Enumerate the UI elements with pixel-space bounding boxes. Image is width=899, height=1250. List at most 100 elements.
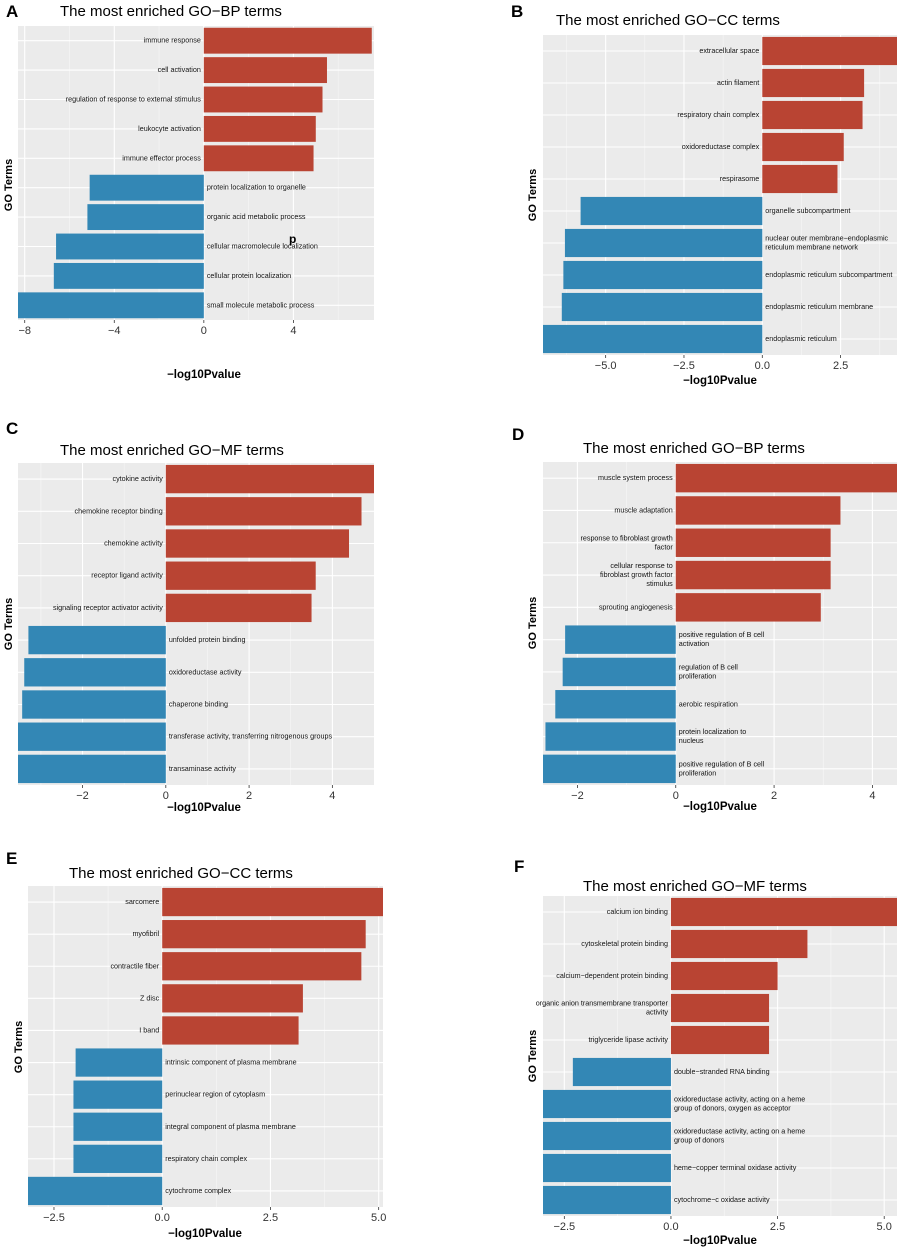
bar-negative	[543, 1089, 671, 1119]
x-axis-title: −log10Pvalue	[683, 375, 757, 387]
bar-negative	[53, 262, 204, 289]
x-tick-label: 5.0	[877, 1221, 892, 1233]
bar-positive	[162, 952, 362, 981]
bar-negative	[18, 754, 166, 784]
bar-positive	[762, 132, 844, 162]
x-tick-label: −2.5	[673, 360, 695, 372]
x-tick-label: −2	[76, 790, 89, 802]
bar-label: muscle adaptation	[614, 505, 672, 514]
bar-positive	[670, 929, 808, 959]
bar-negative	[24, 658, 166, 687]
stray-glyph: p	[289, 232, 296, 246]
bar-label: cytokine activity	[112, 474, 163, 483]
bar-label: immune response	[144, 36, 201, 45]
chart-title: The most enriched GO−MF terms	[60, 442, 284, 459]
bar-label: myofibril	[132, 929, 159, 938]
bar-label: double−stranded RNA binding	[674, 1067, 770, 1076]
x-tick-label: 4	[329, 790, 335, 802]
bar-negative	[543, 1153, 671, 1183]
bar-positive	[762, 68, 865, 98]
bar-label: muscle system process	[598, 473, 673, 482]
x-tick-label: 0.0	[663, 1221, 678, 1233]
bar-label: response to fibroblast growth factor	[580, 533, 673, 551]
bar-negative	[73, 1144, 163, 1173]
bar-negative	[561, 292, 763, 322]
bar-label: oxidoreductase activity, acting on a hem…	[674, 1126, 805, 1144]
bar-label: regulation of response to external stimu…	[66, 94, 201, 103]
bar-negative	[18, 292, 204, 319]
bar-negative	[543, 1185, 671, 1215]
panel-label: A	[6, 2, 18, 21]
bar-positive	[162, 1016, 299, 1045]
bar-label: organic acid metabolic process	[207, 212, 306, 221]
bar-label: cytochrome−c oxidase activity	[674, 1195, 770, 1204]
y-axis-title: GO Terms	[527, 169, 539, 221]
bar-label: leukocyte activation	[138, 124, 201, 133]
bar-negative	[543, 1121, 671, 1151]
y-axis-title: GO Terms	[13, 1021, 25, 1073]
bar-label: positive regulation of B cell activation	[679, 630, 765, 648]
panel-label: E	[6, 849, 17, 868]
bar-label: triglyceride lipase activity	[588, 1035, 668, 1044]
bar-label: unfolded protein binding	[169, 635, 246, 644]
x-tick-label: 4	[869, 790, 875, 802]
bar-label: sarcomere	[125, 897, 159, 906]
panel-c: C The most enriched GO−MF terms cytokine a…	[3, 419, 374, 814]
bar-positive	[670, 897, 897, 927]
y-axis-title: GO Terms	[527, 1030, 539, 1082]
panel-d: D The most enriched GO−BP terms muscle sys…	[512, 425, 897, 813]
bar-label: Z disc	[140, 993, 160, 1002]
bar-label: organic anion transmembrane transporter a…	[536, 998, 669, 1016]
bar-label: oxidoreductase activity, acting on a hem…	[674, 1094, 805, 1112]
chart-title: The most enriched GO−CC terms	[69, 865, 293, 882]
x-tick-label: 5.0	[371, 1212, 386, 1224]
bar-positive	[162, 984, 303, 1013]
bar-label: cellular protein localization	[207, 271, 291, 280]
bar-label: protein localization to nucleus	[679, 727, 747, 745]
bar-negative	[73, 1080, 163, 1109]
x-tick-label: 0	[673, 790, 679, 802]
panel-label: B	[511, 2, 523, 21]
bar-label: cellular response to fibroblast growth fa…	[600, 561, 673, 588]
bar-positive	[762, 100, 863, 130]
bar-positive	[675, 560, 831, 590]
bar-label: chaperone binding	[169, 699, 228, 708]
bar-label: respiratory chain complex	[677, 110, 759, 119]
bar-positive	[162, 920, 366, 949]
bar-label: aerobic respiration	[679, 699, 738, 708]
x-axis-title: −log10Pvalue	[167, 802, 241, 814]
bar-positive	[203, 27, 372, 54]
bar-label: cytochrome complex	[165, 1186, 231, 1195]
bar-positive	[165, 561, 316, 590]
panel-e: E The most enriched GO−CC terms sarcomere m…	[6, 849, 386, 1240]
bar-positive	[203, 115, 316, 142]
bar-label: chemokine receptor binding	[75, 506, 163, 515]
bar-label: extracellular space	[699, 46, 759, 55]
bar-negative	[580, 196, 763, 226]
bar-positive	[203, 145, 314, 172]
bar-label: endoplasmic reticulum subcompartment	[765, 270, 892, 279]
bar-label: protein localization to organelle	[207, 183, 306, 192]
y-axis-title: GO Terms	[3, 159, 15, 211]
bar-label: cellular macromolecule localization	[207, 241, 318, 250]
bar-label: transferase activity, transferring nitro…	[169, 732, 333, 741]
panel-b: B The most enriched GO−CC terms extracellu…	[511, 2, 897, 387]
bar-label: regulation of B cell proliferation	[679, 662, 739, 680]
bar-label: small molecule metabolic process	[207, 300, 315, 309]
bar-label: calcium ion binding	[607, 907, 668, 916]
bar-positive	[203, 86, 323, 113]
x-tick-label: 0	[201, 325, 207, 337]
bar-positive	[670, 961, 778, 991]
x-tick-label: 2	[246, 790, 252, 802]
bar-positive	[675, 496, 841, 525]
bar-negative	[563, 260, 763, 290]
bar-label: intrinsic component of plasma membrane	[165, 1057, 296, 1066]
x-tick-label: 0	[163, 790, 169, 802]
bar-positive	[165, 464, 374, 494]
x-axis-title: −log10Pvalue	[168, 1228, 242, 1240]
x-tick-label: −5.0	[595, 360, 617, 372]
bar-positive	[162, 887, 383, 917]
x-tick-label: 2.5	[263, 1212, 278, 1224]
x-tick-label: −8	[18, 325, 31, 337]
